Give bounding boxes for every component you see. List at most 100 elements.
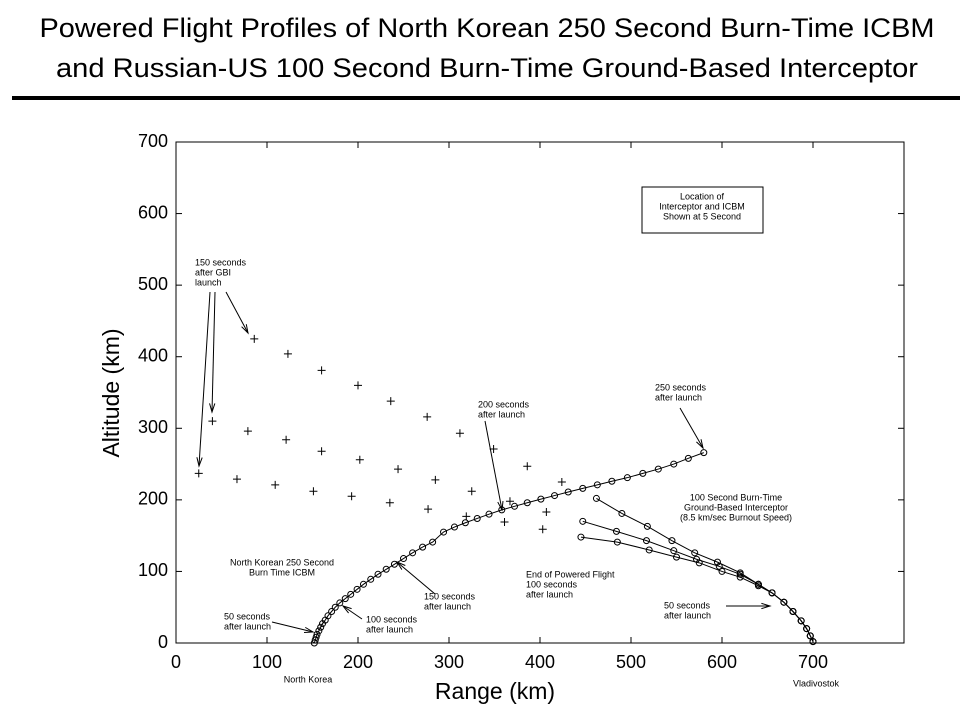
annotation: Shown at 5 Second [663,211,741,221]
annotation: Burn Time ICBM [249,567,315,577]
arrow-line [679,407,704,449]
point [673,553,680,561]
point [523,499,531,507]
plus-marker [271,480,280,489]
annotation: 50 seconds [224,611,271,621]
x-axis-label: Range (km) [435,678,555,704]
point [324,612,332,620]
plus-marker [394,465,403,474]
x-tick-label: 200 [343,652,373,672]
annotation: Location of [680,191,725,201]
point [577,533,585,541]
point [780,598,788,606]
x-tick-label: 300 [434,652,464,672]
y-axis-label: Altitude (km) [98,328,124,457]
plus-marker [354,381,362,390]
point [353,585,361,593]
annotation: 250 seconds [655,382,707,392]
annotation: after GBI [195,267,231,277]
plus-marker [385,498,394,507]
point [768,589,776,597]
y-tick-label: 100 [138,560,168,580]
plus-marker [309,487,318,496]
annotation-box [641,186,764,234]
point [359,580,367,588]
point [695,559,703,567]
point [551,492,559,500]
point [450,523,458,531]
point [670,547,678,555]
plus-marker [282,435,291,444]
annotation: 150 seconds [424,591,476,601]
point [328,608,336,616]
point [315,627,323,635]
arrow-line [211,291,216,413]
point [564,488,572,496]
point [341,595,349,603]
annotation: after launch [424,601,471,611]
plus-marker [232,475,241,484]
x-tick-label: 0 [171,652,181,672]
annotation: 100 Second Burn-Time [690,492,782,502]
annotation: Interceptor and ICBM [659,201,745,211]
plus-marker [208,417,217,426]
annotation: End of Powered Flight [526,569,615,579]
title-rule [12,96,960,100]
point [713,558,721,566]
point [718,567,726,575]
point [809,638,817,646]
arrow-line [225,291,249,334]
arrow-head [241,324,249,335]
point [684,454,692,462]
plus-marker [538,525,547,534]
point [789,608,797,616]
point [537,495,545,503]
x-tick-label: 500 [616,652,646,672]
point [642,537,650,545]
point [419,543,427,551]
plus-marker [250,334,259,343]
x-tick-label: 700 [798,652,828,672]
plus-marker [557,477,566,486]
point [473,514,481,522]
annotation: (8.5 km/sec Burnout Speed) [680,512,792,522]
point [613,538,621,546]
point [390,560,398,568]
point [797,617,805,625]
plus-marker [455,429,464,438]
point [579,484,587,492]
chart-title: and Russian-US 100 Second Burn-Time Grou… [56,53,918,83]
y-tick-label: 400 [138,345,168,365]
point [367,575,375,583]
arrow-line [484,420,503,511]
point [400,555,407,563]
annotation: 100 seconds [366,614,418,624]
annotation: 150 seconds [195,257,247,267]
point [754,582,762,590]
arrow-head [395,560,406,570]
y-tick-label: 200 [138,489,168,509]
y-tick-label: 500 [138,274,168,294]
point [691,549,699,557]
point [803,625,811,633]
point [336,599,344,607]
plus-marker [243,427,252,436]
point [612,527,620,535]
plus-marker [431,475,440,484]
point [312,633,320,641]
plus-marker [489,445,498,454]
point [736,573,744,581]
arrow-head [209,403,216,414]
annotation: after launch [478,409,525,419]
annotation: 50 seconds [664,600,711,610]
point [618,509,626,517]
plus-marker [283,349,292,358]
point [579,517,587,525]
point [409,549,417,557]
x-tick-label: 100 [252,652,282,672]
point [654,465,662,473]
plus-marker [423,412,432,421]
annotation: after launch [224,621,271,631]
